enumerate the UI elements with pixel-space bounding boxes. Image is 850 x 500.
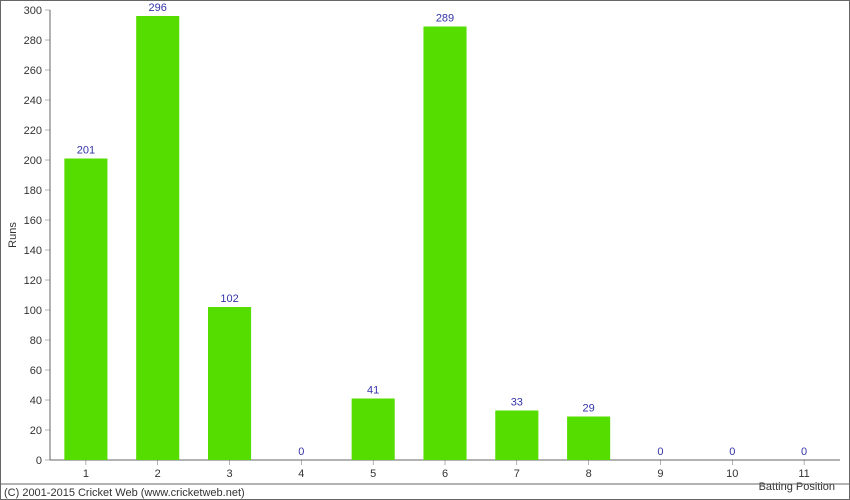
footer-text: (C) 2001-2015 Cricket Web (www.cricketwe… — [4, 487, 245, 499]
bar — [136, 16, 179, 460]
bar — [64, 159, 107, 461]
bar — [423, 27, 466, 461]
bar-value-label: 201 — [77, 145, 95, 157]
y-tick-label: 240 — [24, 95, 42, 107]
x-tick-label: 8 — [586, 468, 592, 480]
bar-value-label: 0 — [801, 446, 807, 458]
bar-value-label: 41 — [367, 385, 379, 397]
y-tick-label: 100 — [24, 305, 42, 317]
y-tick-label: 160 — [24, 215, 42, 227]
bar — [352, 399, 395, 461]
x-tick-label: 7 — [514, 468, 520, 480]
y-tick-label: 60 — [30, 365, 42, 377]
y-tick-label: 20 — [30, 425, 42, 437]
y-tick-label: 80 — [30, 335, 42, 347]
x-tick-label: 4 — [298, 468, 304, 480]
y-tick-label: 0 — [36, 455, 42, 467]
y-tick-label: 280 — [24, 35, 42, 47]
x-tick-label: 3 — [226, 468, 232, 480]
x-tick-label: 9 — [657, 468, 663, 480]
y-tick-label: 200 — [24, 155, 42, 167]
x-tick-label: 10 — [726, 468, 738, 480]
x-tick-label: 11 — [798, 468, 809, 480]
bar-value-label: 296 — [149, 2, 167, 14]
bar — [495, 411, 538, 461]
x-tick-label: 5 — [370, 468, 376, 480]
chart-container: 0204060801001201401601802002202402602803… — [0, 0, 850, 500]
bar-value-label: 29 — [583, 403, 595, 415]
bar-value-label: 289 — [436, 13, 454, 25]
bar — [567, 417, 610, 461]
x-tick-label: 6 — [442, 468, 448, 480]
bar-value-label: 0 — [657, 446, 663, 458]
bar-value-label: 102 — [220, 293, 238, 305]
y-tick-label: 180 — [24, 185, 42, 197]
bar-chart: 0204060801001201401601802002202402602803… — [0, 0, 850, 500]
bar — [208, 307, 251, 460]
y-axis-title: Runs — [7, 222, 19, 248]
bar-value-label: 0 — [729, 446, 735, 458]
y-tick-label: 300 — [24, 5, 42, 17]
x-tick-label: 2 — [155, 468, 161, 480]
y-tick-label: 120 — [24, 275, 42, 287]
y-tick-label: 220 — [24, 125, 42, 137]
y-tick-label: 40 — [30, 395, 42, 407]
x-tick-label: 1 — [83, 468, 89, 480]
y-tick-label: 260 — [24, 65, 42, 77]
x-axis-title: Batting Position — [759, 481, 835, 493]
bar-value-label: 0 — [298, 446, 304, 458]
bar-value-label: 33 — [511, 397, 523, 409]
y-tick-label: 140 — [24, 245, 42, 257]
